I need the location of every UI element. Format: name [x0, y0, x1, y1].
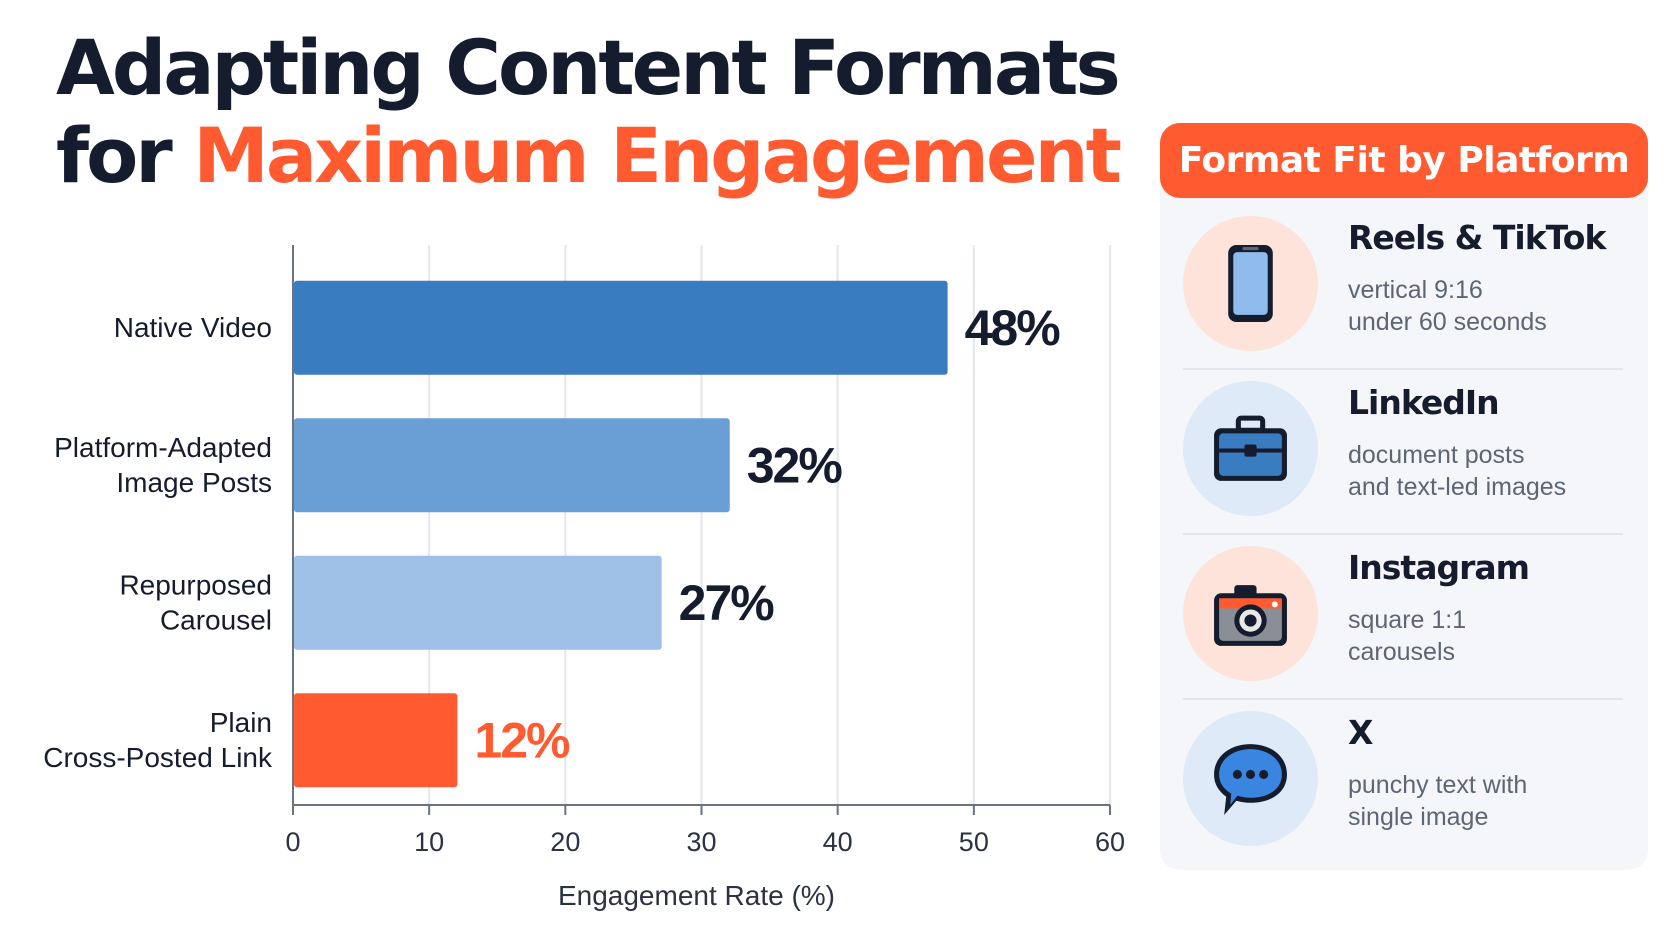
- description-line-1: punchy text with: [1348, 771, 1528, 799]
- platform-name: Instagram: [1348, 548, 1530, 587]
- description-line-2: carousels: [1348, 638, 1455, 666]
- platform-instagram: Instagram square 1:1 carousels: [1183, 532, 1623, 682]
- data-label: 48%: [965, 300, 1061, 356]
- category-label: Plain Cross-Posted Link: [43, 707, 273, 773]
- platform-name: LinkedIn: [1348, 383, 1500, 422]
- title-line-2: for Maximum Engagement: [56, 112, 1136, 200]
- platform-description: vertical 9:16 under 60 seconds: [1348, 274, 1628, 338]
- description-line-2: under 60 seconds: [1348, 308, 1547, 336]
- engagement-bar-chart: 0 10 20 30 40 50 60 48% Native Video 32% Platform-…: [43, 245, 1125, 911]
- x-axis-title: Engagement Rate (%): [558, 880, 835, 911]
- platform-icon-circle: [1183, 711, 1318, 846]
- description-line-1: vertical 9:16: [1348, 276, 1483, 304]
- data-label: 32%: [747, 437, 843, 493]
- platform-reels-tiktok: Reels & TikTok vertical 9:16 under 60 se…: [1183, 202, 1623, 352]
- x-tick-label: 50: [959, 827, 989, 857]
- title-line-2-accent: Maximum Engagement: [193, 111, 1122, 200]
- platform-description: punchy text with single image: [1348, 769, 1628, 833]
- category-label: Repurposed Carousel: [119, 569, 272, 635]
- briefcase-icon: [1214, 415, 1287, 481]
- x-tick-label: 30: [686, 827, 716, 857]
- smartphone-icon: [1228, 245, 1273, 322]
- x-tick-label: 10: [414, 827, 444, 857]
- x-tick-label: 0: [285, 827, 300, 857]
- platform-name: Reels & TikTok: [1348, 218, 1606, 257]
- description-line-1: document posts: [1348, 441, 1525, 469]
- platform-icon-circle: [1183, 381, 1318, 516]
- data-label: 12%: [474, 712, 570, 768]
- data-label: 27%: [679, 575, 775, 631]
- divider: [1183, 533, 1623, 535]
- bar: [294, 555, 662, 650]
- camera-icon: [1214, 585, 1287, 646]
- x-tick-label: 60: [1095, 827, 1125, 857]
- description-line-2: and text-led images: [1348, 473, 1567, 501]
- description-line-1: square 1:1: [1348, 606, 1467, 634]
- title-line-1: Adapting Content Formats: [56, 23, 1121, 112]
- page-title: Adapting Content Formats for Maximum Eng…: [56, 24, 1136, 200]
- platform-icon-circle: [1183, 216, 1318, 351]
- bar: [294, 418, 730, 513]
- title-line-2-prefix: for: [56, 111, 194, 200]
- platform-icon-circle: [1183, 546, 1318, 681]
- category-label: Native Video: [114, 312, 272, 343]
- description-line-2: single image: [1348, 803, 1489, 831]
- chat-bubble-icon: [1214, 744, 1287, 815]
- divider: [1183, 698, 1623, 700]
- platform-x: X punchy text with single image: [1183, 697, 1623, 847]
- bar: [294, 280, 948, 375]
- platform-description: square 1:1 carousels: [1348, 604, 1628, 668]
- category-label: Platform-Adapted Image Posts: [54, 432, 272, 498]
- panel-header: Format Fit by Platform: [1160, 123, 1648, 198]
- x-tick-label: 40: [823, 827, 853, 857]
- platform-linkedin: LinkedIn document posts and text-led ima…: [1183, 367, 1623, 517]
- platform-name: X: [1348, 713, 1373, 752]
- platform-description: document posts and text-led images: [1348, 439, 1628, 503]
- bar: [294, 693, 458, 788]
- divider: [1183, 368, 1623, 370]
- x-tick-label: 20: [550, 827, 580, 857]
